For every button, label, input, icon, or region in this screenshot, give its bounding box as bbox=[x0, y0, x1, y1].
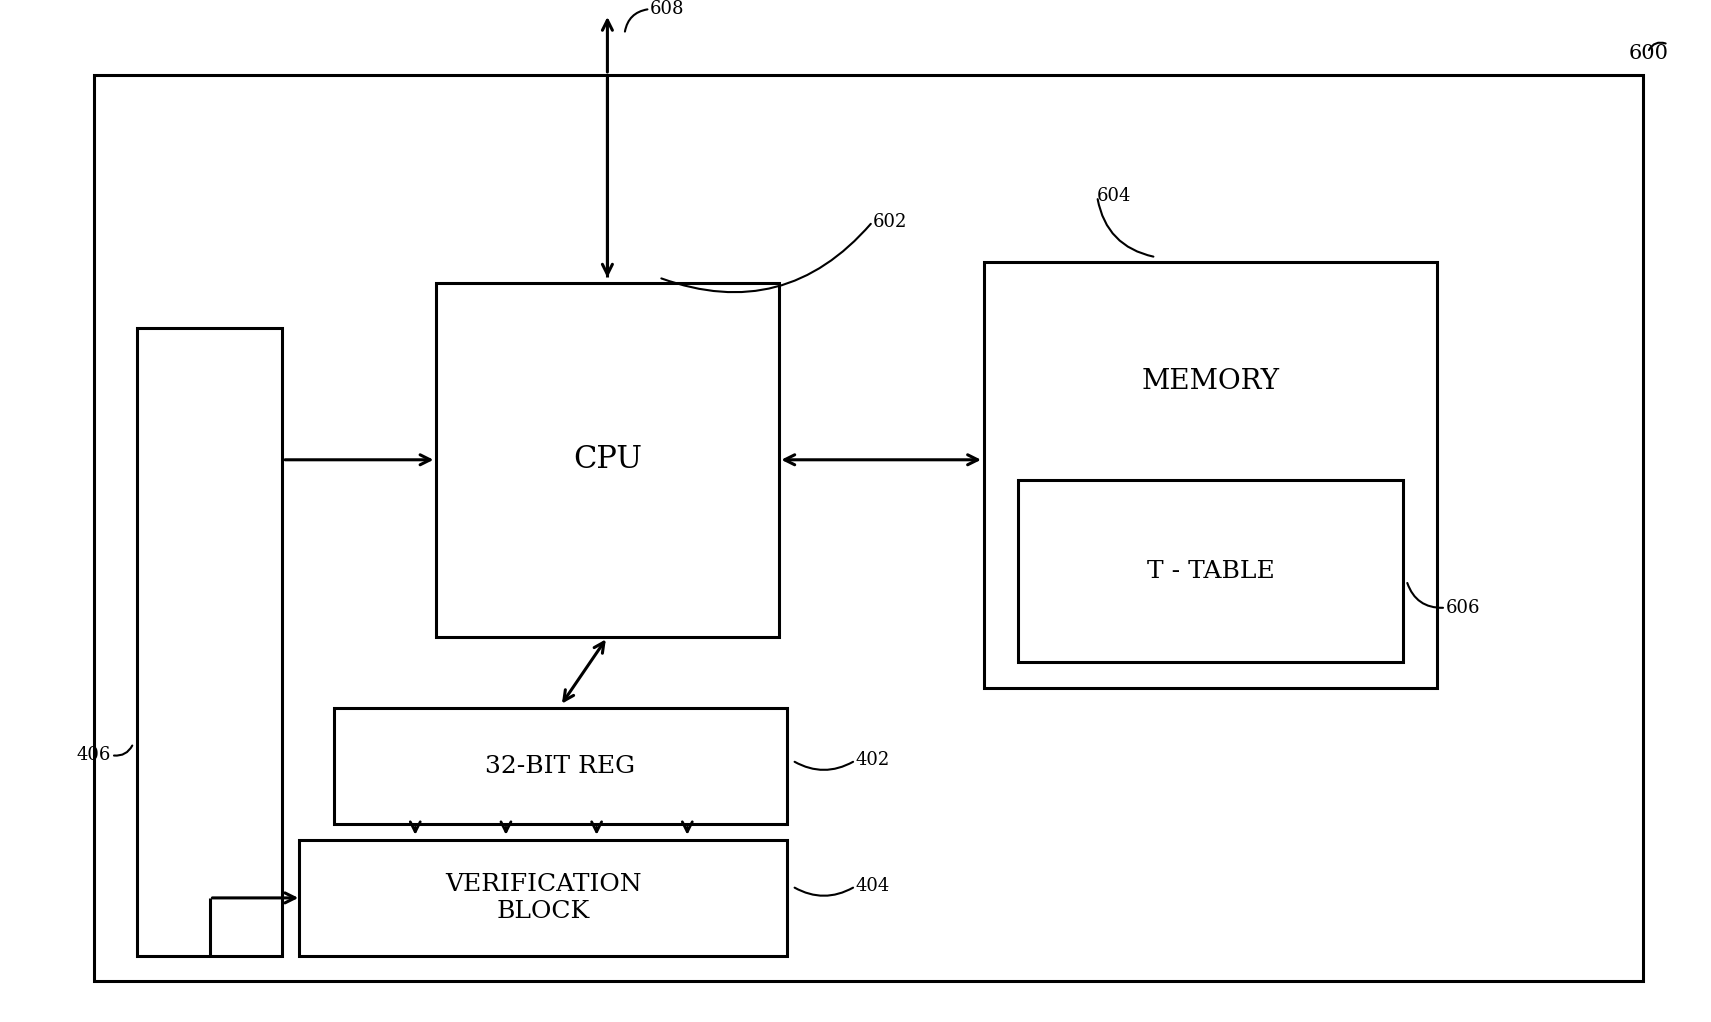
Text: 606: 606 bbox=[1446, 599, 1480, 616]
Text: 402: 402 bbox=[856, 751, 890, 770]
Bar bbox=[984, 263, 1437, 688]
Text: MEMORY: MEMORY bbox=[1141, 368, 1280, 394]
Text: 608: 608 bbox=[650, 0, 684, 18]
Bar bbox=[137, 328, 282, 957]
Text: CPU: CPU bbox=[573, 445, 642, 475]
Bar bbox=[334, 708, 787, 825]
Text: 604: 604 bbox=[1097, 187, 1131, 205]
Bar bbox=[436, 282, 779, 637]
Bar bbox=[299, 840, 787, 957]
Text: T - TABLE: T - TABLE bbox=[1146, 560, 1275, 583]
Text: 406: 406 bbox=[77, 746, 111, 764]
Text: 32-BIT REG: 32-BIT REG bbox=[486, 754, 635, 778]
Text: 602: 602 bbox=[873, 213, 907, 231]
Bar bbox=[94, 75, 1643, 981]
Bar bbox=[1018, 480, 1403, 662]
Text: VERIFICATION
BLOCK: VERIFICATION BLOCK bbox=[445, 873, 642, 923]
Text: 404: 404 bbox=[856, 877, 890, 895]
Text: 600: 600 bbox=[1629, 44, 1668, 63]
